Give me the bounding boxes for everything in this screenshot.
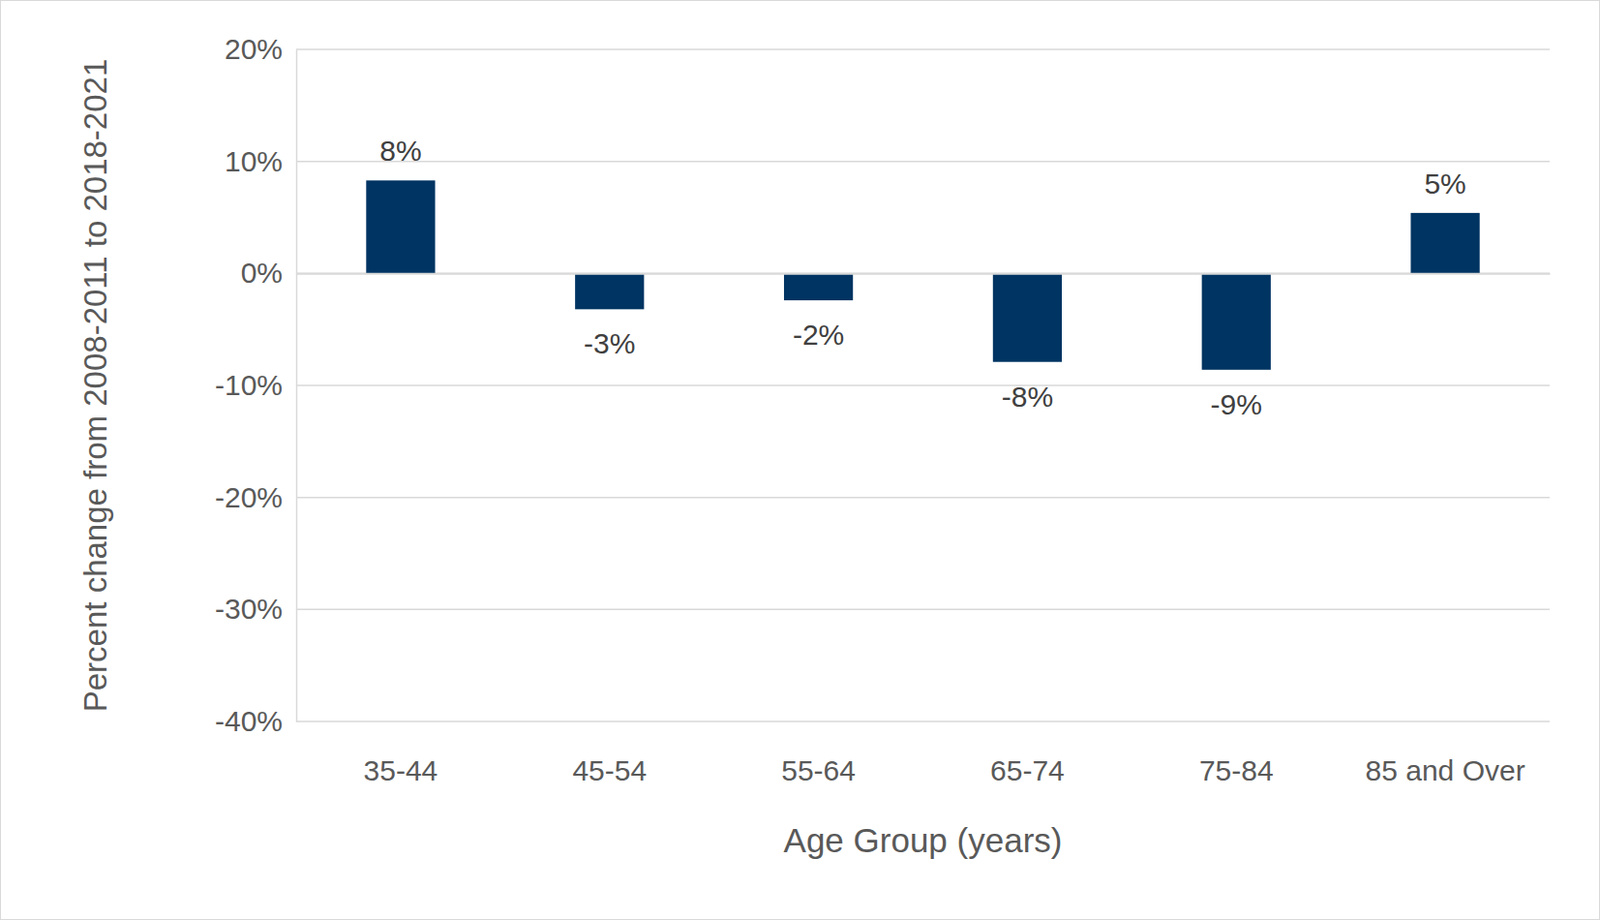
y-tick-label: -10%	[214, 368, 283, 401]
x-tick-label: 65-74	[990, 754, 1065, 786]
x-axis: 35-44 45-54 55-64 65-74 75-84 85 and Over	[297, 272, 1551, 786]
y-tick: -40%	[214, 704, 297, 737]
y-tick-label: -40%	[214, 704, 283, 737]
bar	[1202, 272, 1271, 369]
x-tick: 45-54	[572, 272, 647, 786]
grid-line	[296, 160, 1550, 163]
y-tick: -20%	[214, 481, 297, 514]
bar	[574, 272, 644, 309]
y-axis-title: Percent change from 2008-2011 to 2018-20…	[77, 59, 114, 713]
y-axis-line	[296, 50, 299, 723]
y-tick: -30%	[214, 592, 297, 625]
chart: -40% -30% -20% -10% 0% 10% 20% 35-44 45-54 55-64 6…	[0, 0, 1600, 920]
y-tick: 20%	[224, 32, 297, 65]
data-label: -3%	[583, 327, 635, 360]
x-tick-label: 75-84	[1199, 754, 1274, 786]
y-tick: 0%	[241, 256, 297, 289]
bar	[784, 272, 853, 301]
y-tick-label: -20%	[214, 481, 283, 514]
data-label: -9%	[1210, 388, 1263, 421]
y-tick-label: 0%	[241, 256, 283, 289]
grid-line	[296, 272, 1550, 275]
x-tick-label: 35-44	[363, 754, 439, 786]
data-label: 8%	[379, 134, 422, 167]
x-tick: 65-74	[990, 272, 1065, 786]
grid	[296, 49, 1550, 722]
grid-line	[296, 48, 1550, 51]
bar	[993, 272, 1062, 362]
data-label: -2%	[792, 318, 845, 351]
y-tick-label: 20%	[224, 32, 283, 65]
x-tick: 85 and Over	[1365, 272, 1526, 786]
y-tick: 10%	[224, 145, 297, 178]
x-axis-line	[297, 272, 1551, 275]
bar	[1410, 212, 1480, 273]
data-label: 5%	[1423, 167, 1466, 200]
bars	[365, 180, 1480, 369]
data-labels: 8% -3% -2% -8% -9% 5%	[379, 134, 1467, 420]
y-axis: -40% -30% -20% -10% 0% 10% 20%	[214, 32, 298, 737]
y-tick-label: 10%	[224, 145, 283, 178]
bar	[365, 180, 435, 273]
x-tick-label: 55-64	[781, 754, 856, 786]
x-tick-label: 45-54	[572, 754, 647, 786]
x-tick: 35-44	[363, 272, 439, 786]
x-axis-title: Age Group (years)	[784, 820, 1063, 859]
grid-line	[296, 384, 1550, 387]
grid-line	[296, 720, 1550, 723]
grid-line	[296, 496, 1550, 499]
frame	[0, 0, 1600, 920]
grid-line	[296, 608, 1550, 611]
data-label: -8%	[1001, 380, 1054, 413]
y-tick-label: -30%	[214, 592, 283, 625]
y-tick: -10%	[214, 368, 297, 401]
x-tick: 75-84	[1199, 272, 1274, 786]
x-tick-label: 85 and Over	[1365, 754, 1526, 786]
x-tick: 55-64	[781, 272, 856, 786]
